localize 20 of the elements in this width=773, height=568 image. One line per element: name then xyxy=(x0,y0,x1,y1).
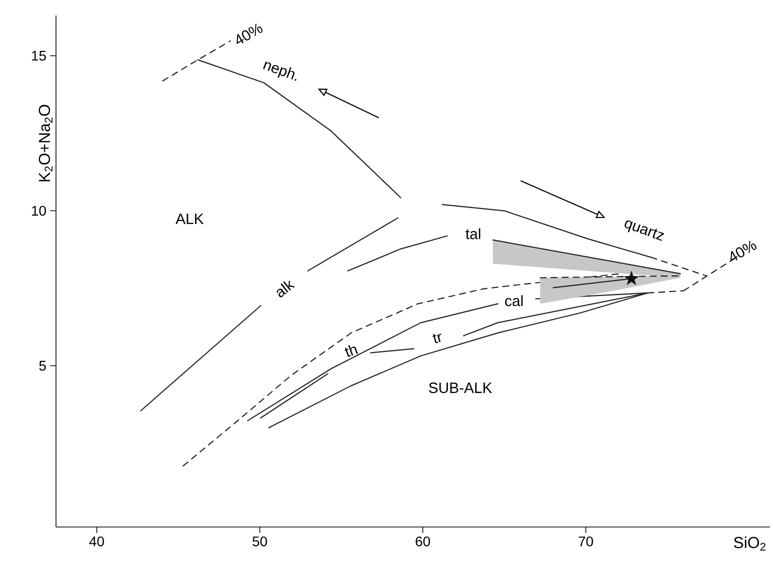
annotation: SUB-ALK xyxy=(428,382,492,394)
x-axis-title: SiO$_{2}$ xyxy=(734,536,766,551)
annotation: 40% xyxy=(236,24,263,44)
x-tick-label: 60 xyxy=(416,536,430,546)
y-tick-label: 10 xyxy=(32,206,46,216)
annotation: ALK xyxy=(176,214,204,224)
y-tick-label: 5 xyxy=(39,360,46,371)
annotation: tr xyxy=(432,334,442,344)
annotation: tal xyxy=(466,228,480,240)
annotation: cal xyxy=(505,295,523,306)
annotation: 40% xyxy=(730,240,756,261)
annotation: quartz xyxy=(624,220,664,241)
y-tick-label: 15 xyxy=(32,50,46,61)
annotation: th xyxy=(344,345,358,357)
annotation: neph. xyxy=(263,61,296,81)
annotation: alk xyxy=(276,280,296,298)
x-tick-label: 40 xyxy=(89,536,104,546)
x-tick-label: 70 xyxy=(578,536,594,546)
y-axis-title: K$_{2}$O+Na$_{2}$O xyxy=(38,104,52,182)
x-tick-label: 50 xyxy=(252,536,267,546)
